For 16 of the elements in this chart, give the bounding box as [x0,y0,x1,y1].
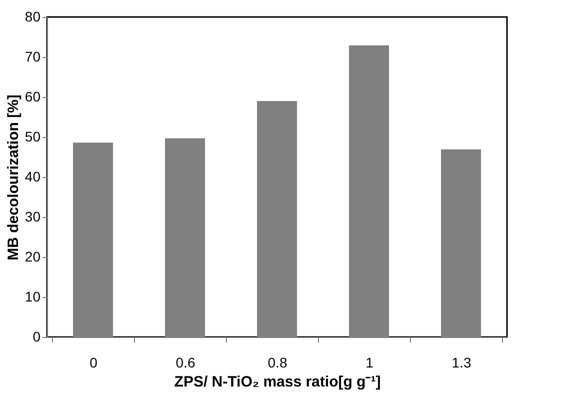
y-tick-label: 50 [24,128,41,144]
x-tick-label: 0.6 [176,354,196,370]
x-tick-label: 1.3 [452,354,472,370]
x-tick-label: 0 [90,354,98,370]
x-tick-label: 1 [366,354,374,370]
y-axis-title: MB decolourization [%] [4,94,22,260]
y-tick-label: 40 [24,168,41,184]
y-tick-label: 10 [24,288,41,304]
y-tick-label: 70 [24,48,41,64]
y-tick-label: 0 [32,328,41,344]
y-tick-label: 60 [24,88,41,104]
x-axis-title: ZPS/ N-TiO₂ mass ratio[g g⁻¹] [174,374,381,390]
y-tick-label: 80 [24,8,41,24]
x-tick-label: 0.8 [268,354,288,370]
y-tick-label: 30 [24,208,41,224]
y-tick-label: 20 [24,248,41,264]
